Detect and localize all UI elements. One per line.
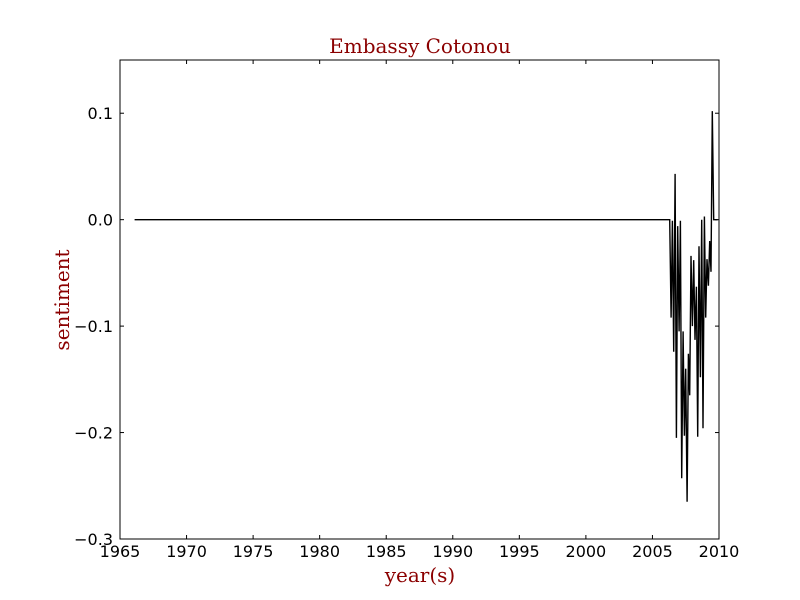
x-tick-label: 2000	[566, 542, 607, 561]
y-tick-label: −0.3	[74, 530, 113, 549]
sentiment-series-line	[134, 111, 718, 502]
axes-frame	[119, 59, 720, 540]
x-tick-label: 1965	[100, 542, 141, 561]
x-tick-label: 1990	[432, 542, 473, 561]
y-axis-label: sentiment	[50, 249, 74, 350]
y-tick-label: 0.1	[88, 104, 113, 123]
chart-title: Embassy Cotonou	[329, 34, 511, 58]
plot-area: 1965 1970 1975 1980 1985 1990 1995 2000 2005 2010…	[74, 59, 740, 561]
y-tick-label: 0.0	[88, 211, 113, 230]
x-tick-label: 1970	[166, 542, 207, 561]
y-tick-label: −0.1	[74, 317, 113, 336]
x-tick-label: 1985	[366, 542, 407, 561]
y-tick-label: −0.2	[74, 424, 113, 443]
x-axis-label: year(s)	[384, 563, 456, 587]
x-tick-label: 1975	[233, 542, 274, 561]
x-tick-label: 1980	[299, 542, 340, 561]
x-tick-label: 2010	[699, 542, 740, 561]
x-tick-label: 2005	[632, 542, 673, 561]
x-tick-label: 1995	[499, 542, 540, 561]
